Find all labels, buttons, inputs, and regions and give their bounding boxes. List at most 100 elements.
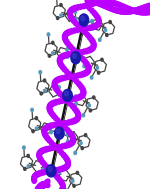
Circle shape [141, 10, 145, 15]
Circle shape [133, 9, 136, 13]
Circle shape [142, 10, 146, 15]
Circle shape [58, 55, 63, 61]
Circle shape [56, 129, 60, 134]
Circle shape [42, 129, 46, 135]
Circle shape [79, 84, 83, 89]
Circle shape [50, 101, 54, 107]
Circle shape [53, 172, 57, 177]
Circle shape [92, 1, 96, 6]
Circle shape [68, 12, 72, 17]
Circle shape [48, 109, 53, 114]
Circle shape [109, 6, 113, 11]
Circle shape [94, 0, 98, 5]
Circle shape [50, 170, 54, 174]
Circle shape [96, 16, 101, 22]
Circle shape [109, 0, 113, 5]
Circle shape [76, 5, 80, 10]
Circle shape [148, 3, 150, 8]
Circle shape [76, 112, 81, 117]
Circle shape [51, 168, 55, 173]
Circle shape [44, 181, 48, 186]
Circle shape [73, 184, 75, 187]
Circle shape [88, 25, 92, 30]
Circle shape [74, 50, 78, 55]
Circle shape [102, 0, 106, 4]
Circle shape [52, 100, 56, 106]
Circle shape [53, 79, 57, 85]
Circle shape [61, 123, 65, 128]
Circle shape [51, 113, 56, 119]
Circle shape [126, 6, 130, 11]
Circle shape [49, 123, 52, 127]
Circle shape [88, 35, 92, 40]
Circle shape [85, 0, 89, 3]
Circle shape [96, 1, 100, 6]
Circle shape [60, 144, 64, 149]
Circle shape [75, 95, 80, 101]
Circle shape [66, 142, 70, 148]
Circle shape [139, 10, 143, 15]
Circle shape [79, 72, 83, 77]
Circle shape [79, 93, 84, 99]
Circle shape [114, 8, 117, 12]
Circle shape [67, 97, 70, 102]
Circle shape [38, 155, 42, 161]
Circle shape [131, 9, 134, 13]
Circle shape [81, 28, 85, 33]
Circle shape [73, 5, 78, 11]
Circle shape [55, 174, 59, 180]
Circle shape [71, 52, 81, 64]
Circle shape [115, 2, 118, 6]
Circle shape [105, 29, 107, 31]
Circle shape [77, 94, 82, 100]
Circle shape [43, 126, 47, 132]
Circle shape [60, 181, 64, 186]
Circle shape [96, 0, 100, 5]
Circle shape [69, 119, 74, 125]
Circle shape [129, 9, 133, 14]
Circle shape [81, 71, 85, 77]
Circle shape [94, 12, 98, 18]
Circle shape [76, 73, 80, 78]
Circle shape [49, 140, 53, 145]
Circle shape [63, 36, 67, 42]
Circle shape [103, 4, 107, 9]
Circle shape [71, 47, 75, 52]
Circle shape [135, 9, 139, 14]
Circle shape [37, 152, 41, 157]
Circle shape [70, 103, 74, 109]
Circle shape [64, 125, 68, 131]
Circle shape [68, 10, 72, 16]
Circle shape [41, 161, 44, 164]
Circle shape [114, 1, 117, 6]
Circle shape [116, 8, 119, 13]
Circle shape [127, 7, 131, 11]
Circle shape [43, 162, 47, 167]
Circle shape [91, 24, 95, 30]
Circle shape [70, 139, 75, 145]
Circle shape [50, 111, 54, 116]
Circle shape [130, 8, 134, 12]
Circle shape [93, 0, 96, 5]
Circle shape [48, 102, 53, 108]
Circle shape [146, 10, 150, 15]
Circle shape [66, 120, 71, 125]
Circle shape [120, 9, 124, 14]
Circle shape [119, 9, 123, 14]
Circle shape [89, 0, 93, 4]
Circle shape [89, 2, 93, 7]
Circle shape [31, 108, 33, 112]
Circle shape [44, 89, 46, 92]
Circle shape [54, 122, 58, 127]
Circle shape [144, 5, 148, 9]
Circle shape [57, 122, 61, 127]
Circle shape [102, 3, 106, 8]
Circle shape [101, 58, 103, 61]
Circle shape [135, 9, 138, 14]
Circle shape [111, 0, 114, 5]
Circle shape [64, 52, 68, 58]
Circle shape [85, 3, 89, 8]
Circle shape [52, 52, 54, 54]
Circle shape [68, 13, 73, 19]
Circle shape [87, 47, 91, 53]
